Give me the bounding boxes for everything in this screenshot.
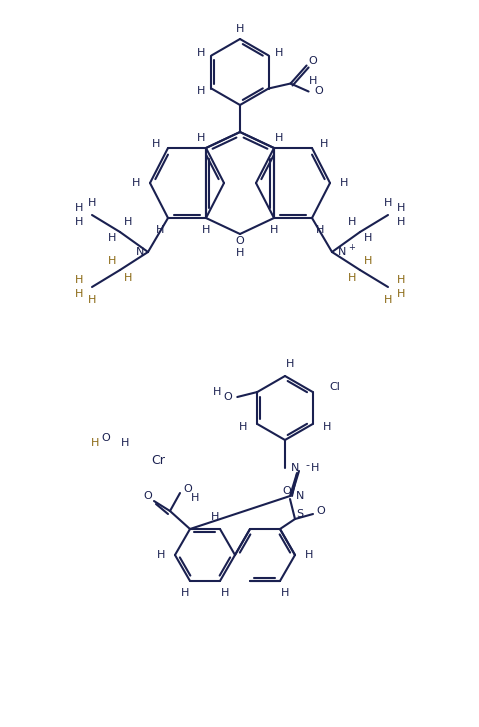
Text: H: H [75,203,83,213]
Text: H: H [364,233,372,243]
Text: N: N [291,463,299,473]
Text: H: H [397,217,405,227]
Text: H: H [88,295,96,305]
Text: H: H [108,233,116,243]
Text: H: H [320,139,328,149]
Text: H: H [316,225,324,235]
Text: O: O [144,491,152,501]
Text: H: H [197,133,205,143]
Text: H: H [274,47,283,57]
Text: H: H [75,289,83,299]
Text: O: O [236,236,244,246]
Text: H: H [340,178,348,188]
Text: H: H [348,217,356,227]
Text: H: H [397,275,405,285]
Text: H: H [213,387,221,397]
Text: N: N [136,247,144,257]
Text: O: O [183,484,193,494]
Text: H: H [311,463,319,473]
Text: Cr: Cr [151,454,165,467]
Text: H: H [197,87,205,97]
Text: H: H [197,47,205,57]
Text: H: H [121,438,129,448]
Text: H: H [156,225,164,235]
Text: H: H [75,217,83,227]
Text: -: - [305,460,309,470]
Text: H: H [384,295,392,305]
Text: H: H [236,24,244,34]
Text: H: H [384,198,392,208]
Text: O: O [283,486,291,496]
Text: Cl: Cl [329,382,340,392]
Text: H: H [305,550,313,560]
Text: H: H [270,225,278,235]
Text: H: H [281,588,289,598]
Text: H: H [322,422,331,432]
Text: O: O [102,433,110,443]
Text: H: H [124,217,132,227]
Text: H: H [211,512,219,522]
Text: H: H [364,256,372,266]
Text: H: H [348,273,356,283]
Text: H: H [397,289,405,299]
Text: H: H [132,178,140,188]
Text: H: H [286,359,294,369]
Text: O: O [317,506,325,516]
Text: H: H [124,273,132,283]
Text: H: H [152,139,160,149]
Text: +: + [349,243,355,252]
Text: H: H [236,248,244,258]
Text: H: H [275,133,283,143]
Text: H: H [202,225,210,235]
Text: S: S [297,509,304,519]
Text: H: H [191,493,199,503]
Text: O: O [314,86,323,95]
Text: H: H [108,256,116,266]
Text: H: H [157,550,165,560]
Text: N: N [296,491,304,501]
Text: O: O [223,392,232,402]
Text: H: H [221,588,229,598]
Text: H: H [397,203,405,213]
Text: N: N [338,247,346,257]
Text: H: H [75,275,83,285]
Text: H: H [308,76,317,87]
Text: H: H [88,198,96,208]
Text: H: H [181,588,189,598]
Text: H: H [91,438,99,448]
Text: H: H [239,422,248,432]
Text: O: O [308,55,317,65]
